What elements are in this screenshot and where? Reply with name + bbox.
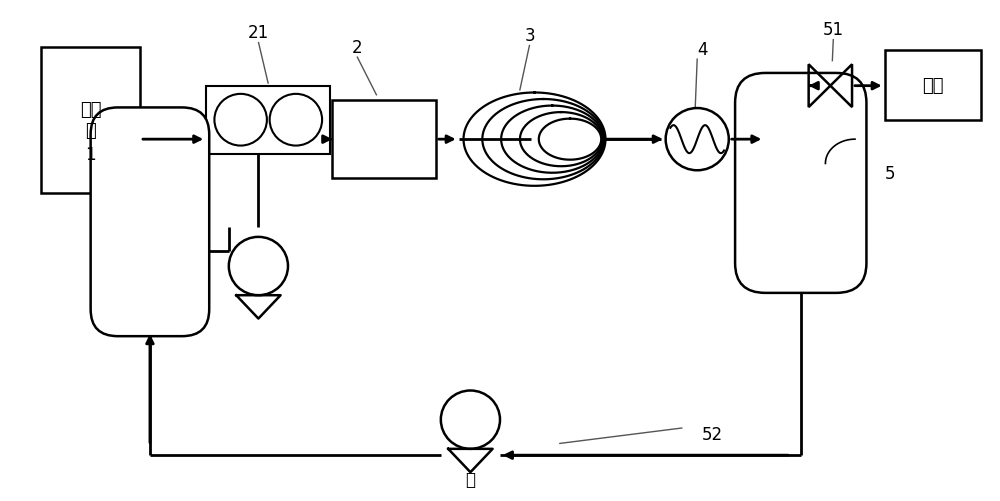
Circle shape: [214, 95, 267, 146]
Circle shape: [270, 95, 322, 146]
Text: 51: 51: [823, 21, 844, 39]
Text: 4: 4: [697, 41, 707, 59]
Circle shape: [441, 391, 500, 449]
FancyBboxPatch shape: [735, 74, 866, 293]
Text: 2: 2: [352, 39, 362, 57]
FancyBboxPatch shape: [41, 48, 140, 193]
FancyBboxPatch shape: [332, 101, 436, 179]
FancyBboxPatch shape: [206, 87, 330, 154]
Text: 21: 21: [248, 24, 269, 42]
Circle shape: [666, 109, 729, 171]
Text: 合成
气: 合成 气: [80, 101, 102, 140]
Text: 泵: 泵: [465, 470, 475, 488]
Text: 5: 5: [884, 165, 895, 183]
Text: 1: 1: [85, 145, 96, 163]
Text: 52: 52: [701, 425, 723, 443]
Text: 3: 3: [524, 27, 535, 45]
Text: 放空: 放空: [922, 77, 944, 95]
FancyBboxPatch shape: [91, 108, 209, 337]
Circle shape: [229, 237, 288, 296]
FancyBboxPatch shape: [885, 51, 981, 120]
